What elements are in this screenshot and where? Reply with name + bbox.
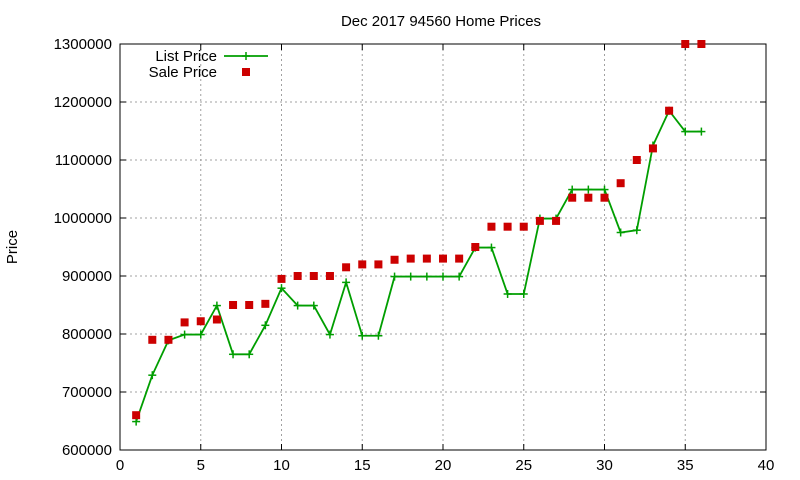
list-price-point (390, 272, 399, 281)
list-price-point (212, 301, 221, 310)
series-layer (132, 40, 706, 426)
x-tick-label: 35 (677, 457, 694, 474)
sale-price-point (632, 156, 641, 164)
sale-price-point (164, 335, 173, 344)
list-price-point (632, 226, 641, 235)
sale-price-point (616, 179, 625, 188)
sale-price-point (648, 144, 657, 153)
sale-price-point (552, 216, 561, 225)
sale-price-point (390, 255, 399, 264)
x-tick-label: 15 (354, 457, 371, 474)
sale-price-point (455, 254, 464, 263)
legend: List Price Sale Price (149, 48, 268, 81)
chart-title: Dec 2017 94560 Home Prices (341, 13, 541, 30)
sale-price-point (196, 317, 205, 326)
list-price-point (697, 127, 706, 136)
x-tick-label: 25 (515, 457, 532, 474)
sale-price-point (535, 216, 544, 225)
axis-ticks: 0 5 10 15 20 25 30 35 40 600000 700000 800000 900000… (54, 36, 775, 474)
sale-price-point (519, 222, 528, 231)
x-tick-label: 40 (758, 457, 775, 474)
y-tick-label: 800000 (62, 326, 112, 343)
y-tick-label: 1100000 (55, 152, 112, 169)
sale-price-point (665, 106, 674, 115)
sale-price-point (439, 254, 447, 263)
y-tick-label: 1000000 (54, 210, 112, 227)
sale-price-point (697, 40, 706, 48)
legend-label-list-price: List Price (155, 48, 217, 65)
sale-price-point (261, 299, 270, 308)
sale-price-point (180, 318, 189, 327)
sale-price-point (132, 411, 141, 420)
legend-marker-list-price (242, 52, 250, 60)
sale-price-point (422, 254, 431, 263)
sale-price-point (471, 243, 480, 251)
sale-price-point (584, 193, 593, 202)
list-price-point (229, 350, 238, 359)
sale-price-point (212, 315, 221, 324)
sale-price-point (374, 260, 383, 269)
x-tick-label: 0 (116, 457, 124, 474)
list-price-point (293, 301, 302, 310)
list-price-point (245, 350, 254, 359)
sale-price-point (358, 260, 367, 269)
sale-price-point (503, 222, 512, 231)
sale-price-point (325, 272, 334, 280)
list-price-point (600, 185, 609, 194)
y-axis-label: Price (4, 230, 21, 264)
list-price-point (584, 185, 593, 194)
list-price-point (487, 243, 496, 252)
list-price-point (422, 272, 431, 281)
list-price-point (681, 127, 690, 136)
list-price-point (358, 331, 367, 340)
y-tick-label: 1300000 (54, 36, 112, 53)
list-price-point (309, 301, 318, 310)
list-price-point (325, 330, 334, 339)
x-tick-label: 30 (596, 457, 613, 474)
list-price-point (374, 331, 383, 340)
y-tick-label: 900000 (62, 268, 112, 285)
legend-marker-sale-price (242, 68, 250, 76)
sale-price-point (487, 222, 496, 231)
y-tick-label: 700000 (62, 384, 112, 401)
list-price-point (406, 272, 415, 281)
list-price-point (196, 330, 205, 339)
sale-price-point (245, 301, 254, 309)
x-tick-label: 5 (197, 457, 205, 474)
list-price-point (261, 321, 270, 330)
sale-price-point (406, 254, 415, 263)
list-price-point (148, 371, 157, 380)
legend-label-sale-price: Sale Price (149, 64, 217, 81)
sale-price-point (309, 272, 318, 280)
x-tick-label: 10 (273, 457, 290, 474)
list-price-point (503, 289, 512, 298)
x-tick-label: 20 (435, 457, 452, 474)
sale-price-point (568, 193, 577, 202)
list-price-point (439, 272, 447, 281)
y-tick-label: 1200000 (54, 94, 112, 111)
sale-price-point (681, 40, 690, 48)
sale-price-point (600, 193, 609, 202)
sale-price-point (148, 335, 157, 344)
sale-price-point (293, 272, 302, 280)
y-tick-label: 600000 (62, 442, 112, 459)
list-price-point (519, 289, 528, 298)
list-price-point (277, 284, 286, 293)
list-price-point (342, 278, 351, 287)
list-price-point (455, 272, 464, 281)
sale-price-point (342, 263, 351, 272)
list-price-point (616, 228, 625, 237)
list-price-point (568, 185, 577, 194)
list-price-point (180, 330, 189, 339)
sale-price-point (277, 274, 286, 283)
sale-price-point (229, 301, 238, 309)
